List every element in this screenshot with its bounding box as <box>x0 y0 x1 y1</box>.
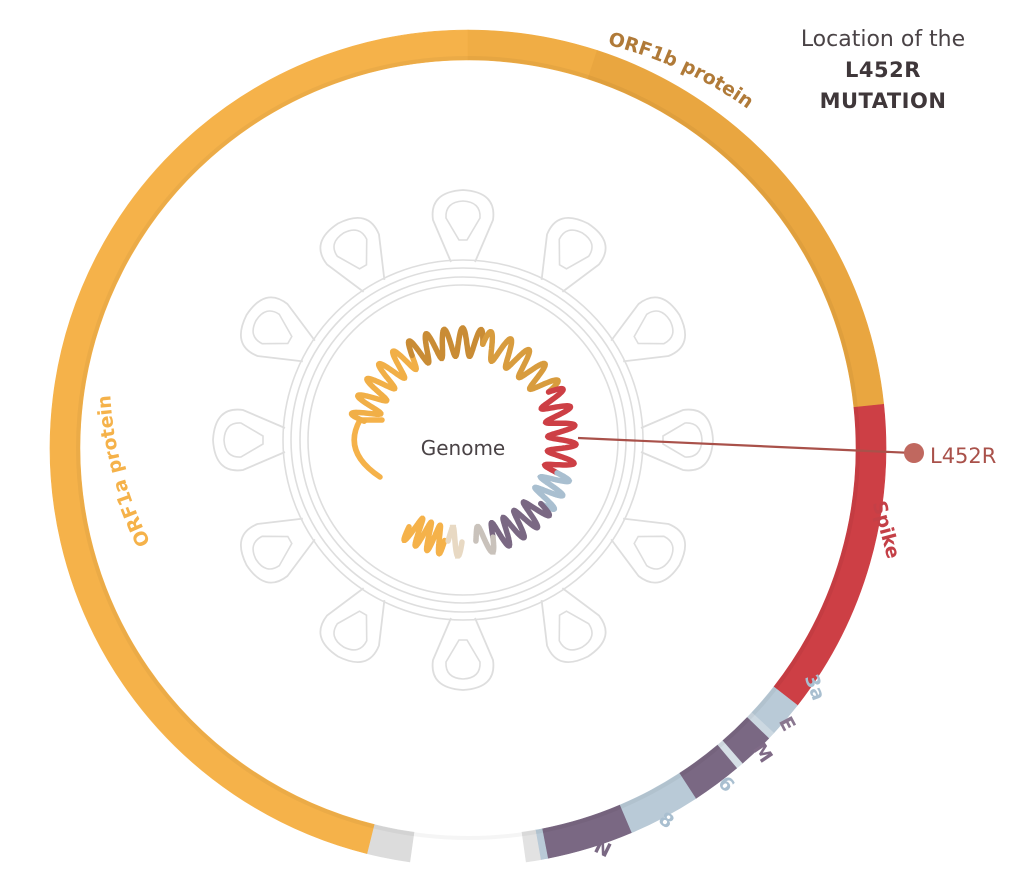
coil-spike <box>538 385 579 476</box>
coil-orf1b-left <box>405 325 486 366</box>
title-line-2: L452R <box>845 58 921 82</box>
coil-tail <box>473 523 497 555</box>
ring-end-cap-right <box>521 829 541 863</box>
genome-coil <box>348 325 579 559</box>
genome-ring <box>49 29 887 863</box>
orf1a-label: ORF1a protein <box>93 394 155 550</box>
mutation-label: L452R <box>930 444 996 468</box>
coil-orf1a-loop <box>351 417 385 480</box>
ring-segment-n <box>541 804 632 859</box>
coil-structural <box>488 499 553 549</box>
coil-orf1a-upper <box>348 348 419 424</box>
ring-segment-orf1a <box>49 29 469 854</box>
mutation-marker-dot <box>904 443 924 463</box>
title-line-1: Location of the <box>801 27 965 52</box>
coil-orf1a-lower <box>401 515 448 557</box>
title-line-3: MUTATION <box>820 89 947 113</box>
coil-orf1b-right <box>480 328 561 395</box>
genome-center-label: Genome <box>421 436 506 460</box>
coil-accessory <box>532 470 573 513</box>
ring-segment-orf1a-tail <box>467 29 598 80</box>
coil-head <box>445 524 465 559</box>
mutation-pointer-line <box>577 436 914 455</box>
